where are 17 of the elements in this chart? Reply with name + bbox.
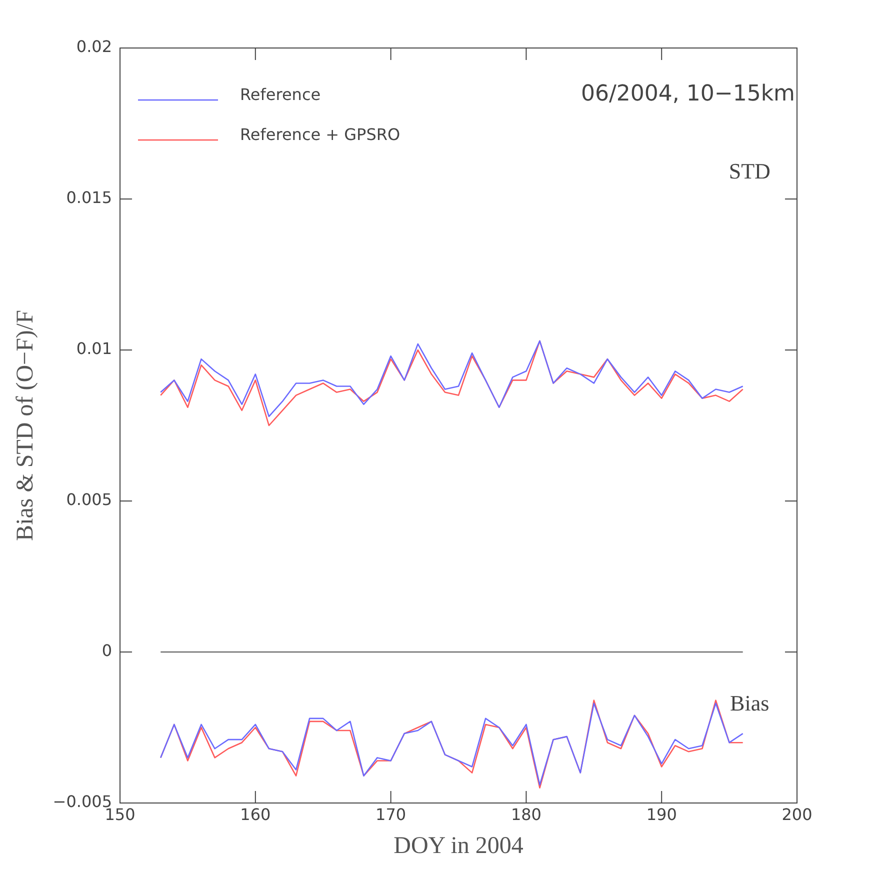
x-tick-label: 180 <box>510 804 542 824</box>
y-tick-label: 0.02 <box>76 37 112 56</box>
annotation: STD <box>728 158 770 184</box>
x-tick-label: 200 <box>782 804 812 824</box>
y-tick-label: 0 <box>102 641 112 660</box>
y-tick-label: 0.005 <box>66 490 112 510</box>
y-axis-title: Bias & STD of (O−F)/F <box>12 310 39 541</box>
x-axis-title: DOY in 2004 <box>394 832 524 859</box>
annotation: Bias <box>730 690 770 716</box>
y-tick-label: 0.01 <box>76 339 112 358</box>
text: 06/2004, 10−15km <box>581 82 795 107</box>
legend-label: Reference + GPSRO <box>240 125 400 144</box>
x-tick-label: 160 <box>240 804 271 824</box>
legend-label: Reference <box>240 85 321 104</box>
x-tick-label: 190 <box>646 804 677 824</box>
y-tick-label: 0.015 <box>66 188 112 208</box>
x-tick-label: 170 <box>376 804 406 824</box>
